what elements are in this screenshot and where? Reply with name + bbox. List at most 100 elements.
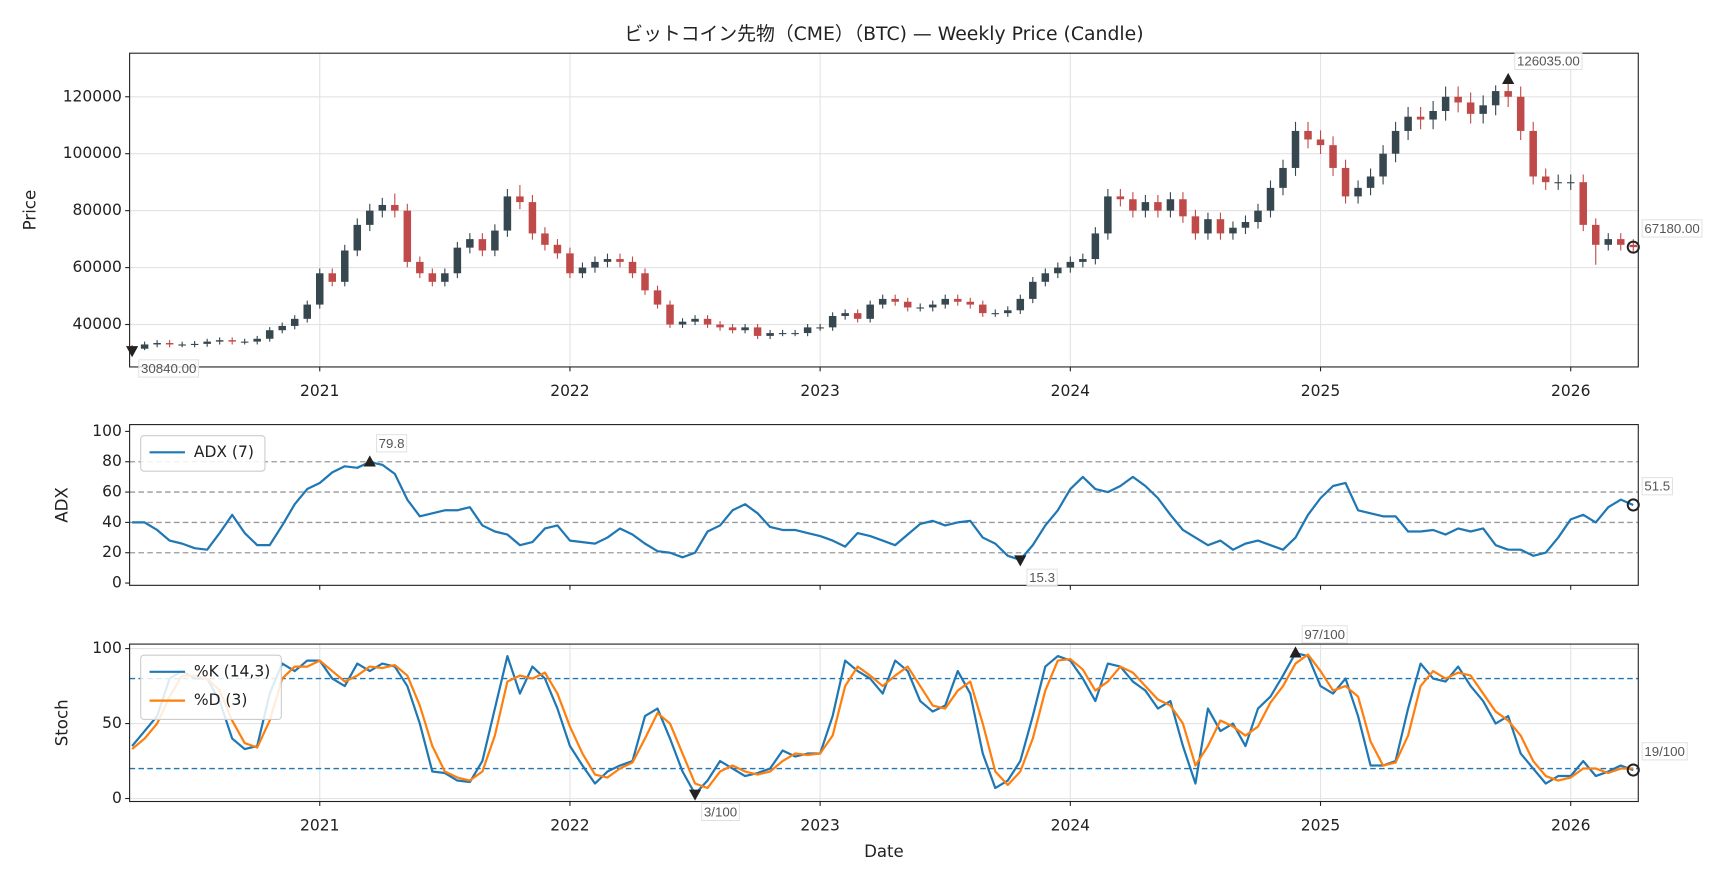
annotation-label: 79.8 <box>379 436 405 451</box>
candle-body <box>153 343 161 345</box>
candle-body <box>603 259 612 262</box>
candle-body <box>1516 96 1525 131</box>
candle-body <box>953 298 962 302</box>
candle-body <box>1179 199 1187 217</box>
annotation-box <box>701 802 740 821</box>
panel: 0 50 100 2021 2022 2023 2024 2025 2026 97/100 3/10… <box>53 625 1688 861</box>
candle-body <box>353 224 362 251</box>
x-tick-label: 2021 <box>300 382 339 400</box>
candle-body <box>641 273 649 291</box>
annotation: 67180.00 <box>1641 219 1703 238</box>
annotation: 79.8 <box>375 434 408 453</box>
candle-body <box>328 273 337 282</box>
plot-area <box>131 651 1634 796</box>
candle-body <box>803 327 812 334</box>
x-tick-label: 2022 <box>550 382 589 400</box>
annotation: 30840.00 <box>138 359 200 378</box>
x-tick-label: 2024 <box>1051 382 1090 400</box>
candle-body <box>728 327 737 331</box>
candle-body <box>1254 210 1262 223</box>
candle-body <box>1604 239 1613 245</box>
max-marker <box>1289 646 1302 658</box>
candle-body <box>941 298 949 305</box>
candle-body <box>1366 176 1375 188</box>
candle-body <box>240 341 249 343</box>
x-tick-label: 2026 <box>1551 816 1590 834</box>
y-axis-label: ADX <box>53 487 72 523</box>
min-marker <box>1014 555 1027 567</box>
axes-frame <box>129 424 1639 586</box>
last-marker <box>1626 763 1640 777</box>
candle-body <box>1116 196 1125 200</box>
series-line <box>131 653 1634 790</box>
candle-body <box>453 247 462 274</box>
candle-body <box>478 239 487 251</box>
candle-body <box>616 259 624 262</box>
y-axis-label: Stoch <box>53 699 72 746</box>
y-tick-label: 100 <box>92 639 122 657</box>
annotation: 15.3 <box>1026 568 1058 587</box>
candle-body <box>1529 130 1537 177</box>
annotation-box <box>1514 51 1583 70</box>
x-tick-label: 2026 <box>1551 382 1590 400</box>
candle-body <box>265 330 274 339</box>
candle-body <box>140 344 149 349</box>
candle-body <box>228 340 236 342</box>
y-axis-label: Price <box>21 190 40 231</box>
candle-body <box>1579 182 1587 225</box>
candle-body <box>1504 91 1512 97</box>
candle-body <box>466 239 474 248</box>
y-tick-label: 60 <box>102 483 122 501</box>
candle-body <box>1004 310 1012 314</box>
candle-body <box>366 210 374 225</box>
plot-area <box>132 460 1634 561</box>
legend-label: %D (3) <box>194 691 248 709</box>
candle-body <box>1041 273 1050 282</box>
candle-body <box>1304 130 1312 140</box>
panel: 0 20 40 60 80 100 79.8 15.3 51.5 ADX (7) ADX <box>53 422 1673 592</box>
panel: 40000 60000 80000 100000 120000 2021 2022 2023 2… <box>21 23 1703 400</box>
candle-body <box>1566 182 1575 184</box>
candle-body <box>416 261 424 274</box>
x-tick-label: 2025 <box>1301 816 1340 834</box>
legend-box <box>140 435 266 472</box>
candle-body <box>1279 167 1287 188</box>
candle-body <box>441 273 449 282</box>
annotation-box <box>1641 219 1703 238</box>
candle-body <box>878 298 887 305</box>
candle-body <box>341 250 349 282</box>
candle-body <box>1029 281 1037 299</box>
candle-body <box>1404 116 1412 131</box>
max-marker <box>1502 72 1515 85</box>
y-tick-label: 0 <box>112 789 122 807</box>
candle-body <box>691 318 699 322</box>
y-tick-label: 100 <box>92 422 122 440</box>
series-line <box>132 460 1634 561</box>
annotation-label: 51.5 <box>1644 479 1670 494</box>
candle-body <box>828 315 837 328</box>
candle-body <box>178 344 186 346</box>
candle-body <box>1441 96 1450 112</box>
x-tick-label: 2023 <box>800 816 839 834</box>
candle-body <box>841 313 849 316</box>
annotation-box <box>1641 742 1688 761</box>
annotation-label: 30840.00 <box>141 361 196 376</box>
y-tick-label: 20 <box>102 543 122 561</box>
candle-body <box>303 304 311 319</box>
y-tick-label: 80 <box>102 452 122 470</box>
x-tick-label: 2021 <box>300 816 339 834</box>
candle-body <box>678 321 687 325</box>
candle-body <box>566 253 574 274</box>
candle-body <box>991 313 1000 315</box>
y-tick-label: 60000 <box>73 258 122 276</box>
candle-body <box>1229 227 1237 234</box>
annotation-box <box>138 359 200 378</box>
candle-body <box>766 333 774 336</box>
annotation-label: 15.3 <box>1029 570 1055 585</box>
annotation-label: 67180.00 <box>1644 221 1699 236</box>
candle-body <box>203 341 211 344</box>
min-marker <box>126 346 139 358</box>
last-marker <box>1626 240 1640 254</box>
